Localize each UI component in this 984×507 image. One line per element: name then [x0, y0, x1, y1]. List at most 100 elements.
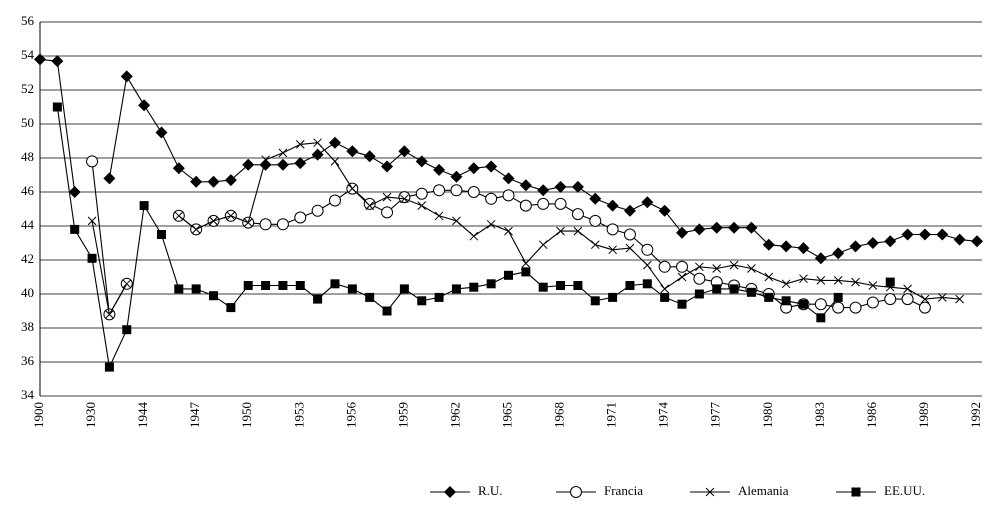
point [381, 160, 394, 173]
point [415, 155, 428, 168]
point [51, 55, 64, 68]
point [571, 208, 584, 221]
point [745, 221, 758, 234]
point [382, 192, 392, 202]
legend-marker [570, 486, 582, 498]
point [625, 243, 635, 253]
point [399, 284, 409, 294]
point [34, 53, 46, 66]
point [694, 289, 704, 299]
x-tick-label: 1980 [760, 402, 775, 428]
point [556, 281, 566, 290]
point [434, 211, 444, 221]
point [971, 235, 983, 248]
legend-marker [705, 487, 715, 497]
point [243, 281, 253, 290]
point [885, 277, 895, 287]
point [781, 279, 791, 289]
y-tick-label: 52 [21, 81, 34, 96]
point [261, 155, 270, 165]
point [762, 238, 775, 251]
point [259, 158, 272, 171]
point [832, 247, 845, 260]
point [953, 233, 966, 246]
point [156, 230, 166, 239]
point [676, 260, 689, 273]
x-tick-label: 1989 [916, 402, 931, 428]
point [346, 145, 359, 158]
point [606, 223, 619, 236]
point [469, 282, 479, 292]
point [556, 226, 565, 236]
point [122, 279, 132, 289]
point [901, 228, 914, 241]
x-tick-label: 1930 [83, 402, 98, 428]
legend-label: R.U. [478, 483, 503, 498]
point [276, 218, 289, 231]
x-tick-label: 1986 [864, 402, 879, 429]
point [311, 148, 324, 161]
point [901, 293, 914, 306]
point [295, 281, 305, 290]
point [68, 186, 81, 198]
point [677, 299, 687, 309]
point [608, 245, 617, 255]
point [589, 192, 602, 205]
point [676, 226, 689, 239]
point [330, 157, 340, 166]
y-tick-label: 50 [21, 115, 34, 130]
point [920, 294, 930, 304]
point [174, 211, 184, 221]
point [554, 197, 567, 210]
point [278, 281, 288, 290]
point [849, 240, 862, 253]
x-tick-label: 1965 [499, 402, 514, 428]
point [139, 201, 149, 211]
point [658, 260, 671, 273]
point [138, 99, 151, 112]
point [452, 216, 461, 226]
y-tick-label: 44 [21, 217, 35, 232]
point [87, 253, 97, 263]
point [398, 145, 411, 158]
point [903, 284, 912, 294]
point [589, 214, 602, 227]
point [433, 163, 446, 176]
point [695, 262, 704, 272]
point [937, 293, 947, 302]
point [884, 235, 897, 248]
point [87, 216, 97, 226]
point [693, 272, 706, 285]
point [936, 228, 949, 241]
point [849, 301, 862, 314]
point [450, 184, 463, 197]
y-tick-label: 46 [21, 183, 35, 198]
point [502, 189, 515, 202]
point [486, 219, 496, 229]
x-tick-label: 1968 [552, 402, 567, 428]
point [467, 186, 480, 198]
point [918, 228, 931, 241]
point [172, 162, 185, 175]
point [103, 172, 116, 185]
x-tick-label: 1977 [708, 402, 723, 429]
y-tick-label: 42 [21, 251, 34, 266]
point [243, 218, 253, 227]
point [641, 196, 654, 209]
point [660, 284, 670, 294]
point [918, 301, 931, 314]
point [224, 174, 237, 187]
point [330, 279, 340, 289]
point [729, 260, 739, 270]
point [295, 140, 305, 149]
y-tick-label: 38 [21, 319, 34, 334]
series-line [91, 142, 960, 316]
point [191, 284, 201, 294]
point [294, 157, 307, 170]
point [313, 294, 323, 304]
point [259, 218, 272, 231]
point [747, 264, 756, 273]
point [486, 279, 496, 289]
point [209, 291, 219, 301]
